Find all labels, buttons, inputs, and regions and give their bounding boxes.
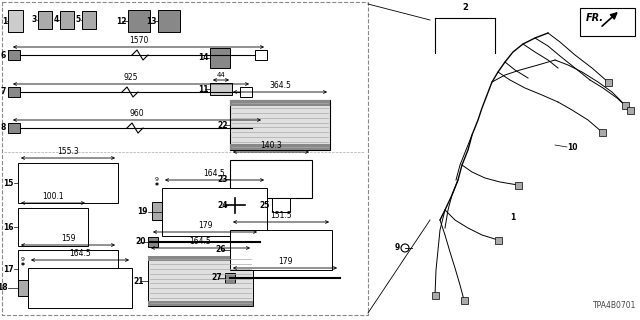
Bar	[38, 11, 52, 29]
Bar	[148, 256, 253, 261]
Bar	[230, 100, 330, 106]
Text: 20: 20	[136, 237, 146, 246]
Text: 925: 925	[124, 73, 138, 82]
Bar	[272, 198, 290, 212]
Text: 5: 5	[76, 15, 81, 25]
Text: 960: 960	[130, 109, 144, 118]
Text: 12: 12	[116, 17, 127, 26]
Text: 364.5: 364.5	[269, 81, 291, 90]
Text: 21: 21	[134, 276, 144, 285]
Text: 155.3: 155.3	[57, 147, 79, 156]
Bar	[627, 107, 634, 114]
Text: 9: 9	[395, 244, 400, 252]
Bar	[622, 102, 629, 109]
Text: 17: 17	[3, 265, 14, 274]
Text: 100.1: 100.1	[42, 192, 64, 201]
Bar	[148, 256, 253, 306]
Text: 19: 19	[138, 207, 148, 217]
Bar	[128, 10, 150, 32]
Bar	[18, 250, 118, 288]
Bar	[230, 230, 332, 270]
Text: 140.3: 140.3	[260, 141, 282, 150]
Text: 9: 9	[155, 177, 159, 182]
Text: 159: 159	[61, 234, 76, 243]
Text: 7: 7	[1, 87, 6, 97]
Bar	[255, 50, 267, 60]
Text: 16: 16	[3, 222, 14, 231]
Text: 24: 24	[218, 201, 228, 210]
Bar	[148, 237, 158, 247]
Bar	[580, 8, 635, 36]
Bar	[148, 301, 253, 306]
Bar	[240, 87, 252, 97]
Text: 15: 15	[4, 179, 14, 188]
Text: FR.: FR.	[586, 13, 604, 23]
Bar	[495, 237, 502, 244]
Bar	[8, 87, 20, 97]
Text: 6: 6	[1, 51, 6, 60]
Bar	[515, 182, 522, 189]
Bar	[8, 10, 23, 32]
Bar	[162, 188, 267, 236]
Bar	[18, 280, 28, 296]
Text: 11: 11	[198, 84, 209, 93]
Text: 44: 44	[216, 72, 225, 78]
Text: 151.5: 151.5	[270, 211, 292, 220]
Polygon shape	[430, 20, 638, 315]
Bar	[18, 208, 88, 246]
Text: 8: 8	[1, 124, 6, 132]
Bar	[461, 297, 468, 304]
Text: 3: 3	[32, 15, 37, 25]
Text: 9: 9	[21, 257, 25, 262]
Text: 164.5: 164.5	[189, 237, 211, 246]
Bar	[152, 202, 162, 220]
Bar	[158, 10, 180, 32]
Bar	[210, 83, 232, 95]
Text: 26: 26	[216, 245, 226, 254]
Bar	[28, 268, 132, 308]
Text: 14: 14	[198, 53, 209, 62]
Text: 1: 1	[510, 213, 515, 222]
Bar	[432, 292, 439, 299]
Text: 2: 2	[462, 3, 468, 12]
Bar	[605, 79, 612, 86]
Bar	[8, 50, 20, 60]
Text: 13: 13	[147, 17, 157, 26]
Bar	[8, 123, 20, 133]
Text: 22: 22	[218, 121, 228, 130]
Bar	[252, 123, 264, 133]
Text: 1570: 1570	[129, 36, 148, 45]
Text: 179: 179	[198, 221, 212, 230]
Text: 18: 18	[0, 284, 8, 292]
Text: 23: 23	[218, 174, 228, 183]
Bar	[210, 48, 230, 68]
Bar	[230, 100, 330, 150]
Bar	[60, 11, 74, 29]
Text: 179: 179	[278, 257, 292, 266]
Text: 4: 4	[54, 15, 59, 25]
Bar	[2, 2, 368, 315]
Text: 164.5: 164.5	[204, 169, 225, 178]
Bar	[599, 129, 606, 136]
Text: 1: 1	[2, 17, 7, 26]
Text: 25: 25	[260, 201, 270, 210]
Text: 164.5: 164.5	[69, 249, 91, 258]
Text: 10: 10	[567, 143, 577, 153]
Bar	[82, 11, 96, 29]
Bar	[18, 163, 118, 203]
Bar	[230, 160, 312, 198]
Bar	[230, 144, 330, 150]
Text: 27: 27	[211, 274, 222, 283]
Text: TPA4B0701: TPA4B0701	[593, 301, 636, 310]
Bar	[225, 273, 235, 283]
